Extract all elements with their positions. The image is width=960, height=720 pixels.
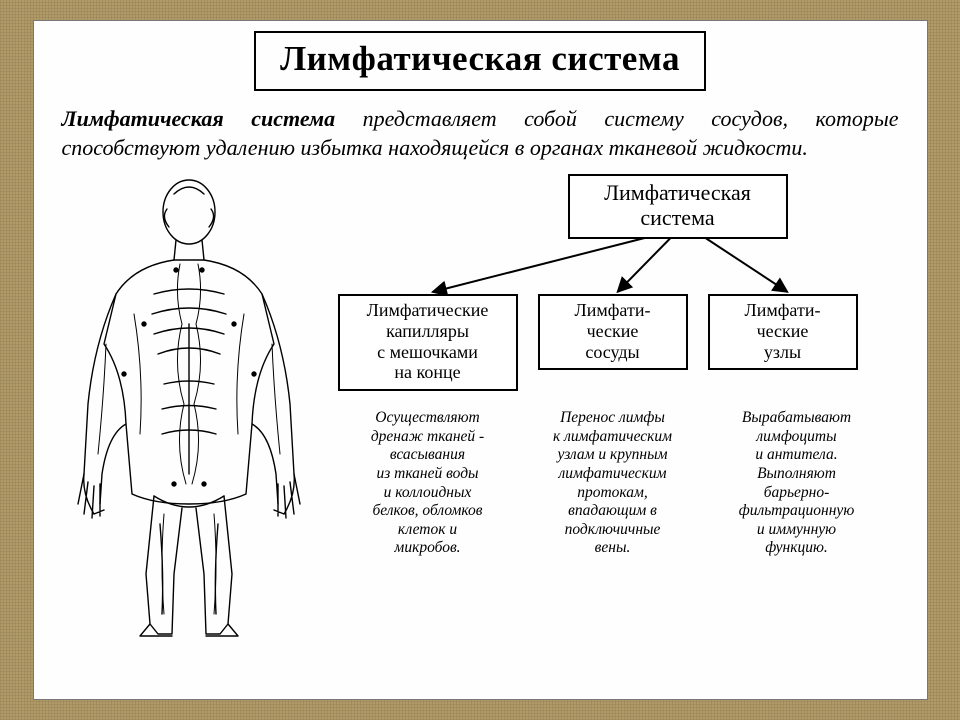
tree-desc-0: Осуществляютдренаж тканей -всасыванияиз … <box>338 409 518 558</box>
page-title: Лимфатическая система <box>280 39 680 78</box>
tree-child-1: Лимфати-ческиесосуды <box>538 294 688 370</box>
definition-paragraph: Лимфатическая система представляет собой… <box>62 105 899 162</box>
page: Лимфатическая система Лимфатическая сист… <box>33 20 928 700</box>
content-row: Лимфатическаясистема Лимфатическиекапилля… <box>54 174 907 644</box>
tree-root: Лимфатическаясистема <box>568 174 788 239</box>
tree-child-0: Лимфатическиекапиллярыс мешочкамина конц… <box>338 294 518 391</box>
human-body-figure <box>54 174 324 644</box>
definition-term: Лимфатическая система <box>62 106 336 131</box>
tree-child-2: Лимфати-ческиеузлы <box>708 294 858 370</box>
body-outline-icon <box>54 174 324 644</box>
tree-desc-1: Перенос лимфык лимфатическимузлам и круп… <box>524 409 702 558</box>
title-box: Лимфатическая система <box>254 31 706 91</box>
tree-desc-2: Вырабатываютлимфоцитыи антитела.Выполняю… <box>708 409 886 558</box>
concept-tree: Лимфатическаясистема Лимфатическиекапилля… <box>338 174 907 644</box>
